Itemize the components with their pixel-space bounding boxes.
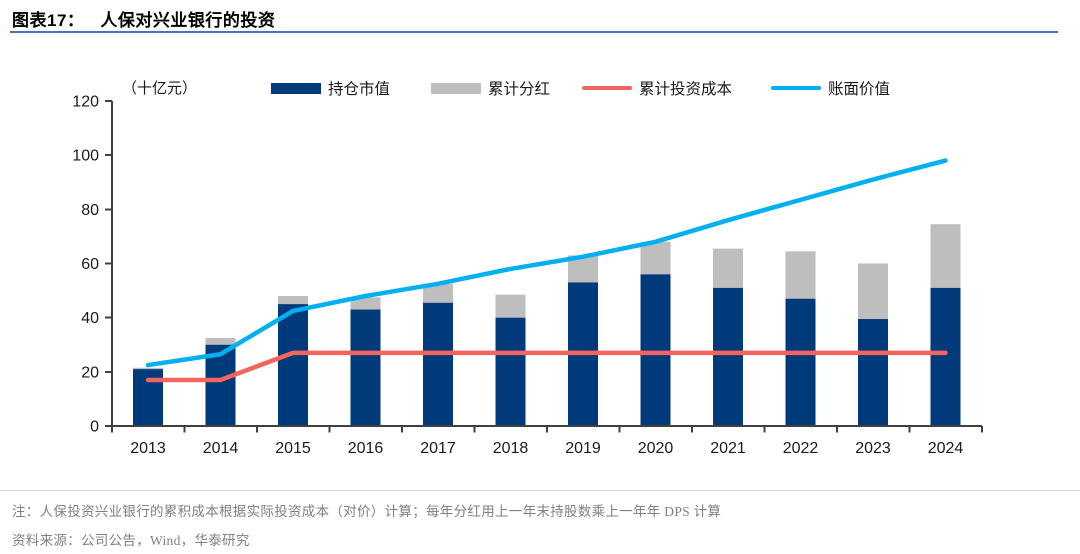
- bar-market-value: [858, 319, 888, 426]
- bar-dividend: [641, 242, 671, 274]
- x-tick-label: 2015: [275, 440, 311, 457]
- x-tick-label: 2024: [928, 440, 964, 457]
- y-tick-label: 60: [81, 256, 99, 273]
- footnote: 注：人保投资兴业银行的累积成本根据实际投资成本（对价）计算；每年分红用上一年末持…: [0, 490, 1080, 554]
- x-tick-label: 2020: [638, 440, 674, 457]
- footnote-source: 资料来源：公司公告，Wind，华泰研究: [12, 529, 1080, 549]
- line-book-value: [148, 161, 946, 365]
- bar-dividend: [133, 368, 163, 369]
- bar-dividend: [713, 249, 743, 288]
- bar-market-value: [351, 310, 381, 426]
- bar-dividend: [206, 338, 236, 345]
- bar-dividend: [496, 295, 526, 318]
- y-tick-label: 0: [90, 419, 99, 436]
- bar-market-value: [641, 274, 671, 426]
- x-tick-label: 2023: [855, 440, 891, 457]
- bar-market-value: [133, 369, 163, 426]
- footnote-note: 注：人保投资兴业银行的累积成本根据实际投资成本（对价）计算；每年分红用上一年末持…: [12, 500, 1080, 520]
- y-tick-label: 120: [72, 94, 99, 111]
- bar-market-value: [931, 288, 961, 426]
- y-tick-label: 100: [72, 148, 99, 165]
- bar-dividend: [278, 296, 308, 304]
- y-tick-label: 80: [81, 202, 99, 219]
- bar-market-value: [496, 318, 526, 426]
- x-tick-label: 2014: [203, 440, 239, 457]
- bar-dividend: [786, 251, 816, 298]
- bar-dividend: [931, 224, 961, 288]
- bar-dividend: [858, 264, 888, 320]
- x-tick-label: 2017: [420, 440, 456, 457]
- chart-canvas: 0 20 40 60 80 100 120 2013 2014 2015 2016 2017 2018 2…: [0, 0, 1080, 553]
- x-tick-label: 2016: [348, 440, 384, 457]
- x-tick-label: 2021: [710, 440, 746, 457]
- line-cost: [148, 353, 946, 380]
- x-tick-label: 2018: [493, 440, 529, 457]
- bar-market-value: [786, 299, 816, 426]
- bar-market-value: [713, 288, 743, 426]
- x-tick-label: 2019: [565, 440, 601, 457]
- bar-market-value: [278, 304, 308, 426]
- y-tick-label: 40: [81, 310, 99, 327]
- x-tick-label: 2022: [783, 440, 819, 457]
- y-tick-label: 20: [81, 364, 99, 381]
- bar-market-value: [423, 303, 453, 426]
- x-tick-label: 2013: [130, 440, 166, 457]
